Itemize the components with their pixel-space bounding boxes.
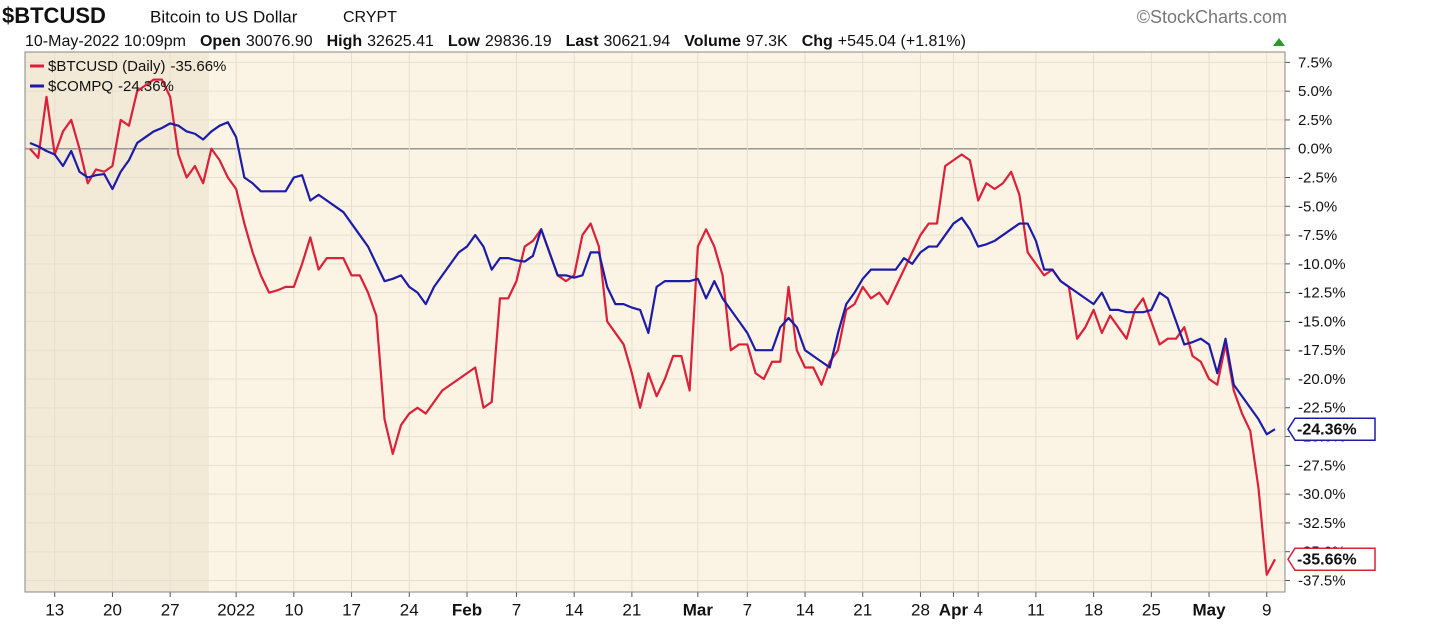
- x-tick-label: 14: [796, 600, 815, 619]
- x-tick-label: May: [1193, 600, 1227, 619]
- y-tick-label: 0.0%: [1298, 141, 1332, 158]
- last-value-box: [1287, 417, 1376, 441]
- y-tick-label: -27.5%: [1298, 457, 1346, 474]
- series-line: [29, 121, 1276, 436]
- quote-label: Volume: [684, 33, 741, 50]
- x-tick-label: 14: [565, 600, 584, 619]
- x-tick-label: 10: [284, 600, 303, 619]
- quote-label: Low: [448, 33, 481, 50]
- x-tick-label: 20: [103, 600, 122, 619]
- quote-value: 30076.90: [246, 33, 313, 50]
- y-tick-label: -5.0%: [1298, 198, 1337, 215]
- x-tick-label: 17: [342, 600, 361, 619]
- legend-last: -35.66%: [171, 58, 227, 75]
- x-tick-label: 24: [400, 600, 419, 619]
- chart-title: $BTCUSD: [2, 3, 106, 28]
- x-tick-label: 7: [512, 600, 521, 619]
- quote-line: 10-May-2022 10:09pm Open 30076.90 High 32625…: [25, 33, 966, 50]
- y-tick-label: 7.5%: [1298, 54, 1332, 71]
- y-tick-label: -2.5%: [1298, 169, 1337, 186]
- y-tick-label: -17.5%: [1298, 342, 1346, 359]
- quote-value: 97.3K: [746, 33, 788, 50]
- y-tick-label: -30.0%: [1298, 486, 1346, 503]
- up-arrow: [1273, 38, 1285, 46]
- legend-name: $BTCUSD (Daily): [48, 58, 166, 75]
- legend-last: -24.36%: [118, 78, 174, 95]
- y-tick-label: -15.0%: [1298, 313, 1346, 330]
- x-tick-label: 7: [743, 600, 752, 619]
- last-value-box: [1287, 547, 1376, 572]
- x-tick-label: 13: [45, 600, 64, 619]
- legend-entry: $BTCUSD (Daily) -35.66%: [48, 58, 226, 75]
- y-tick-label: -12.5%: [1298, 285, 1346, 302]
- x-tick-label: 4: [973, 600, 982, 619]
- y-tick-label: 2.5%: [1298, 112, 1332, 129]
- quote-value: 32625.41: [367, 33, 434, 50]
- quote-value: 30621.94: [604, 33, 671, 50]
- plot-border: [24, 51, 1286, 593]
- x-tick-label: 21: [853, 600, 872, 619]
- x-tick-label: 2022: [217, 600, 255, 619]
- y-tick-label: -37.5%: [1298, 572, 1346, 589]
- x-tick-label: Feb: [452, 600, 482, 619]
- x-tick-label: 9: [1262, 600, 1271, 619]
- y-tick-label: -10.0%: [1298, 256, 1346, 273]
- quote-date: 10-May-2022 10:09pm: [25, 33, 186, 50]
- source: ©StockCharts.com: [1137, 7, 1287, 27]
- x-tick-label: 25: [1142, 600, 1161, 619]
- legend-name: $COMPQ: [48, 78, 113, 95]
- y-tick-label: -22.5%: [1298, 400, 1346, 417]
- y-tick-label: -20.0%: [1298, 371, 1346, 388]
- quote-label: Last: [566, 33, 600, 50]
- x-tick-label: 18: [1084, 600, 1103, 619]
- y-tick-label: -7.5%: [1298, 227, 1337, 244]
- last-value-label: -24.36%: [1297, 421, 1357, 438]
- x-tick-label: 27: [161, 600, 180, 619]
- y-tick-label: 5.0%: [1298, 83, 1332, 100]
- chart-subtitle: Bitcoin to US Dollar: [150, 7, 298, 26]
- exchange: CRYPT: [343, 9, 397, 26]
- legend-entry: $COMPQ -24.36%: [48, 78, 174, 95]
- quote-label: Open: [200, 33, 241, 50]
- x-tick-label: 11: [1027, 600, 1045, 619]
- last-value-label: -35.66%: [1297, 552, 1357, 569]
- x-tick-label: 28: [911, 600, 930, 619]
- x-tick-label: Mar: [683, 600, 714, 619]
- x-tick-label: Apr: [939, 600, 969, 619]
- plot-background: [25, 52, 1285, 592]
- y-tick-label: -32.5%: [1298, 515, 1346, 532]
- x-tick-label: 21: [622, 600, 641, 619]
- quote-label: Chg: [802, 33, 833, 50]
- quote-value: 29836.19: [485, 33, 552, 50]
- quote-value: +545.04 (+1.81%): [838, 33, 966, 50]
- quote-label: High: [327, 33, 363, 50]
